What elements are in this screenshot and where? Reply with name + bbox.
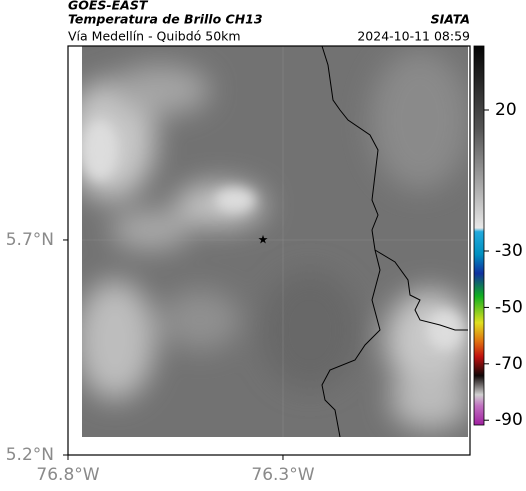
colorbar-tick-label: -90 — [495, 410, 523, 430]
y-tick-label: 5.7°N — [6, 230, 54, 250]
colorbar-tick-label: -30 — [495, 241, 523, 261]
timestamp: 2024-10-11 08:59 — [357, 29, 470, 44]
map-frame — [67, 45, 471, 456]
colorbar — [473, 45, 485, 426]
x-tick-label: 76.3°W — [251, 465, 314, 485]
colorbar-tick-label: -50 — [495, 297, 523, 317]
satellite-image — [82, 46, 468, 437]
route: Vía Medellín - Quibdó 50km — [68, 29, 241, 44]
source: GOES-EAST — [68, 0, 149, 13]
colorbar-tick-label: -70 — [495, 354, 523, 374]
colorbar-tick-label: 20 — [495, 100, 517, 120]
y-tick-label: 5.2°N — [6, 445, 54, 465]
location-marker: ★ — [258, 233, 269, 247]
org: SIATA — [431, 12, 470, 27]
x-tick-label: 76.8°W — [36, 465, 99, 485]
title: Temperatura de Brillo CH13 — [68, 12, 263, 27]
